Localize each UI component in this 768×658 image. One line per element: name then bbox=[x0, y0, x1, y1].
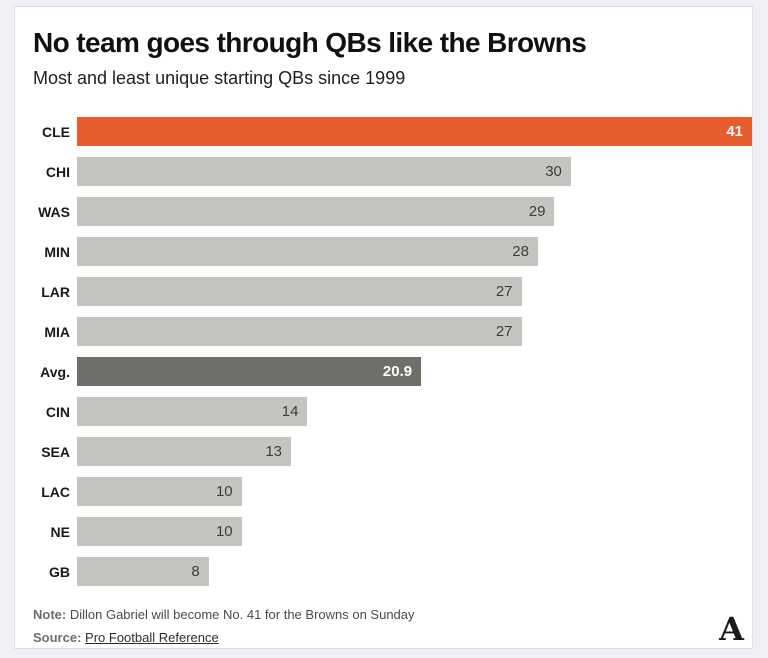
category-label: Avg. bbox=[40, 363, 70, 380]
chart-row: MIA 27 bbox=[15, 317, 752, 346]
category-label: MIA bbox=[44, 323, 70, 340]
source-line: Source: Pro Football Reference bbox=[33, 629, 734, 646]
bar-cle: 41 bbox=[77, 117, 752, 146]
bar-area: 27 bbox=[77, 317, 752, 346]
category-label: MIN bbox=[44, 243, 70, 260]
bar-avg: 20.9 bbox=[77, 357, 422, 386]
chart-row: CLE 41 bbox=[15, 117, 752, 146]
bar-area: 28 bbox=[77, 237, 752, 266]
bar-chi: 30 bbox=[77, 157, 571, 186]
bar-area: 30 bbox=[77, 157, 752, 186]
category-label: NE bbox=[50, 523, 70, 540]
bar-mia: 27 bbox=[77, 317, 522, 346]
note-text: Dillon Gabriel will become No. 41 for th… bbox=[69, 607, 415, 622]
value-label: 27 bbox=[495, 283, 513, 300]
bar-gb: 8 bbox=[77, 557, 209, 586]
bar-area: 13 bbox=[77, 437, 752, 466]
value-label: 14 bbox=[281, 403, 299, 420]
chart-row: SEA 13 bbox=[15, 437, 752, 466]
bar-area: 41 bbox=[77, 117, 752, 146]
value-label: 41 bbox=[726, 123, 743, 140]
chart-card: No team goes through QBs like the Browns… bbox=[14, 6, 753, 649]
category-label: CHI bbox=[45, 163, 70, 180]
chart-row: GB 8 bbox=[15, 557, 752, 586]
athletic-logo: A bbox=[719, 610, 744, 648]
bar-area: 27 bbox=[77, 277, 752, 306]
value-label: 28 bbox=[512, 243, 529, 260]
bar-chart: CLE 41 CHI 30 WAS 29 MIN 28 LAR 27 MIA 27 Avg. 20.9 CI… bbox=[15, 117, 752, 586]
bar-lar: 27 bbox=[77, 277, 522, 306]
chart-row: MIN 28 bbox=[15, 237, 752, 266]
bar-area: 10 bbox=[77, 517, 752, 546]
value-label: 10 bbox=[215, 483, 233, 500]
source-label: Source: bbox=[33, 630, 82, 645]
bar-area: 14 bbox=[77, 397, 752, 426]
category-label: SEA bbox=[41, 443, 70, 460]
bar-area: 20.9 bbox=[77, 357, 752, 386]
value-label: 30 bbox=[545, 163, 562, 180]
bar-min: 28 bbox=[77, 237, 538, 266]
value-label: 13 bbox=[265, 443, 283, 460]
chart-row: WAS 29 bbox=[15, 197, 752, 226]
chart-row: NE 10 bbox=[15, 517, 752, 546]
bar-cin: 14 bbox=[77, 397, 308, 426]
category-label: LAC bbox=[41, 483, 70, 500]
category-label: WAS bbox=[38, 203, 70, 220]
chart-row: CHI 30 bbox=[15, 157, 752, 186]
note-line: Note: Dillon Gabriel will become No. 41 … bbox=[33, 606, 734, 623]
chart-subtitle: Most and least unique starting QBs since… bbox=[33, 68, 406, 88]
bar-sea: 13 bbox=[77, 437, 292, 466]
bar-area: 10 bbox=[77, 477, 752, 506]
note-label: Note: bbox=[33, 607, 67, 622]
value-label: 8 bbox=[191, 563, 200, 580]
value-label: 10 bbox=[215, 523, 233, 540]
bar-lac: 10 bbox=[77, 477, 242, 506]
chart-row: LAR 27 bbox=[15, 277, 752, 306]
category-label: CLE bbox=[42, 123, 70, 140]
value-label: 20.9 bbox=[382, 363, 413, 380]
category-label: GB bbox=[49, 563, 70, 580]
chart-row: CIN 14 bbox=[15, 397, 752, 426]
value-label: 27 bbox=[495, 323, 513, 340]
category-label: LAR bbox=[41, 283, 70, 300]
chart-row: LAC 10 bbox=[15, 477, 752, 506]
bar-area: 29 bbox=[77, 197, 752, 226]
bar-area: 8 bbox=[77, 557, 752, 586]
bar-was: 29 bbox=[77, 197, 555, 226]
chart-title: No team goes through QBs like the Browns bbox=[33, 27, 587, 58]
value-label: 29 bbox=[528, 203, 546, 220]
category-label: CIN bbox=[45, 403, 70, 420]
bar-ne: 10 bbox=[77, 517, 242, 546]
chart-row: Avg. 20.9 bbox=[15, 357, 752, 386]
source-link[interactable]: Pro Football Reference bbox=[85, 630, 219, 645]
